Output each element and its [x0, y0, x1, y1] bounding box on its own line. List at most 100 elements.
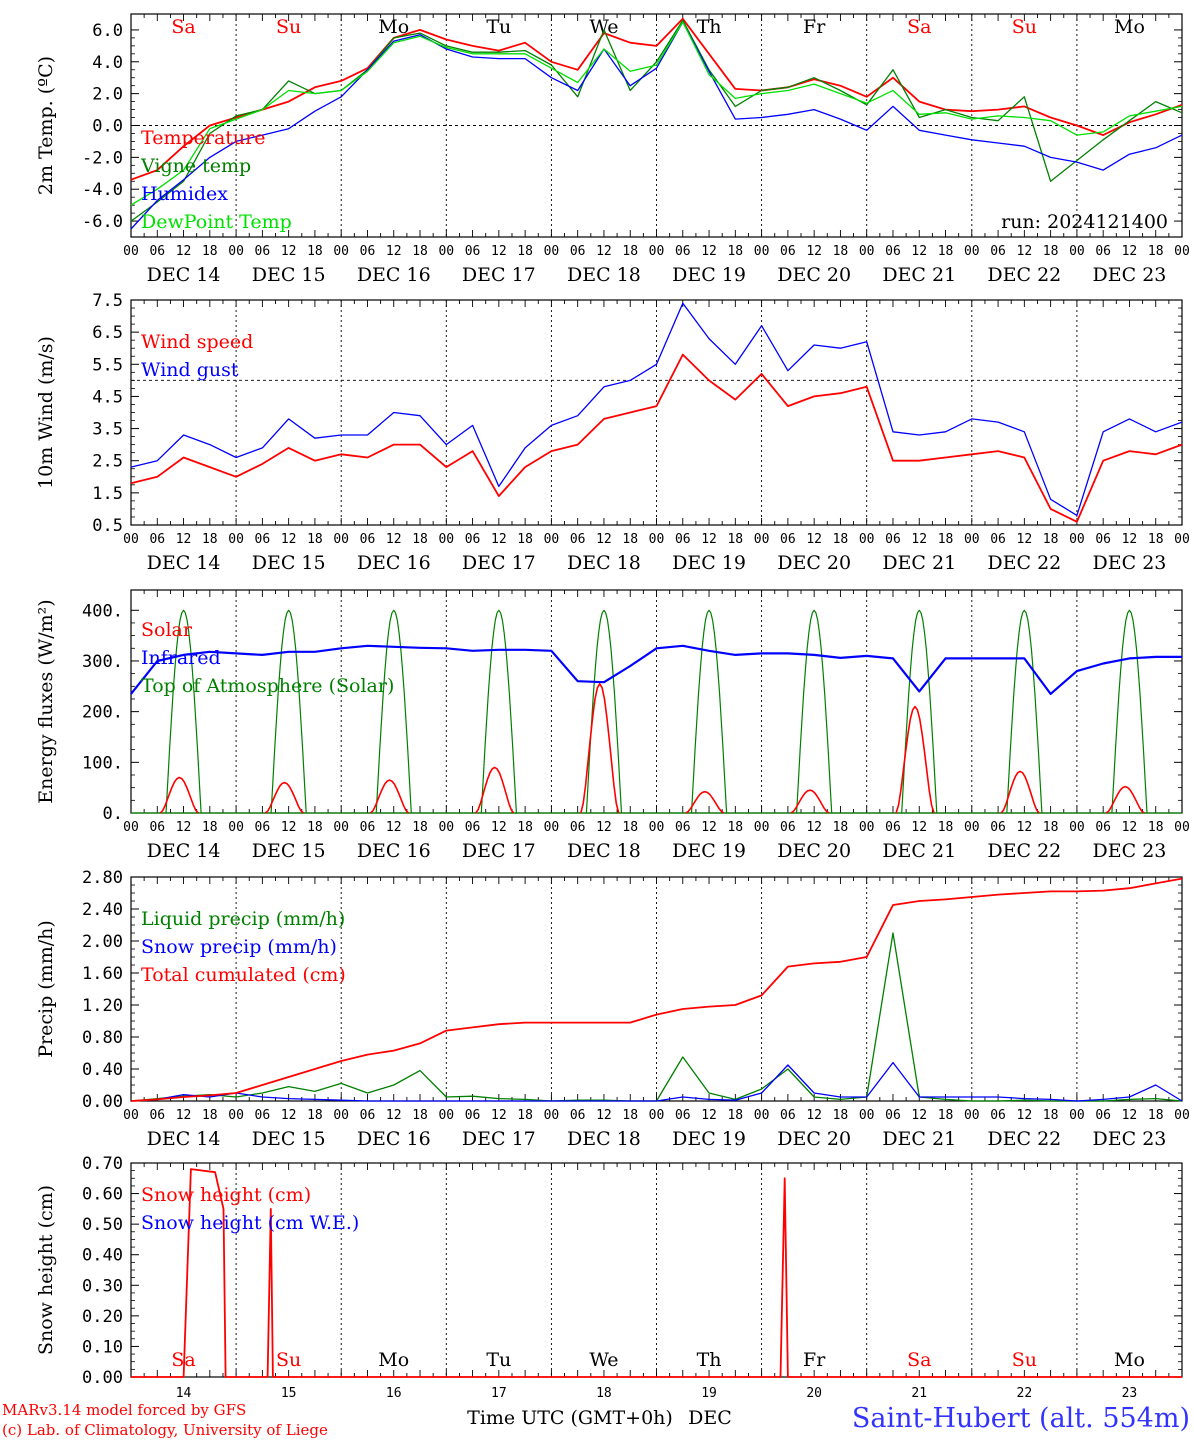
x-date-label: DEC 20: [777, 552, 851, 574]
weekday-label: Th: [697, 16, 722, 38]
y-axis-label: 10m Wind (m/s): [35, 336, 57, 489]
x-hour-label: 00: [123, 820, 139, 835]
x-date-label: DEC 21: [882, 1128, 956, 1150]
y-tick-label: 5.5: [92, 355, 123, 375]
weekday-label: Su: [1012, 16, 1037, 38]
x-hour-label: 18: [727, 1108, 743, 1123]
x-hour-label: 00: [438, 244, 454, 259]
x-hour-label: 18: [833, 820, 849, 835]
x-hour-label: 18: [412, 532, 428, 547]
x-hour-label: 00: [1069, 244, 1085, 259]
x-day-number: 14: [176, 1386, 192, 1401]
x-date-label: DEC 14: [147, 1128, 221, 1150]
x-hour-label: 06: [149, 532, 165, 547]
y-axis-label: Energy fluxes (W/m²): [35, 599, 57, 803]
x-hour-label: 12: [176, 820, 192, 835]
x-hour-label: 12: [1122, 820, 1138, 835]
legend-entry: Humidex: [141, 183, 228, 205]
x-hour-label: 18: [412, 244, 428, 259]
legend-entry: Snow precip (mm/h): [141, 936, 337, 958]
weekday-label: Su: [276, 1349, 301, 1371]
x-hour-label: 00: [1174, 820, 1190, 835]
x-hour-label: 00: [754, 532, 770, 547]
y-tick-label: 0.0: [92, 117, 123, 137]
y-tick-label: 4.5: [92, 387, 123, 407]
x-hour-label: 00: [228, 820, 244, 835]
x-hour-label: 00: [964, 244, 980, 259]
x-hour-label: 12: [806, 532, 822, 547]
x-hour-label: 12: [911, 1108, 927, 1123]
x-hour-label: 00: [1174, 532, 1190, 547]
x-hour-label: 12: [176, 1108, 192, 1123]
x-date-label: DEC 15: [252, 264, 326, 286]
x-hour-label: 12: [596, 532, 612, 547]
x-hour-label: 00: [1069, 1108, 1085, 1123]
x-date-label: DEC 22: [987, 1128, 1061, 1150]
y-tick-label: 300.: [82, 652, 123, 672]
x-hour-label: 06: [780, 532, 796, 547]
x-hour-label: 12: [1122, 532, 1138, 547]
legend-entry: Infrared: [141, 647, 221, 669]
footer-model: MARv3.14 model forced by GFS: [2, 1401, 246, 1419]
y-tick-label: 1.20: [82, 996, 123, 1016]
x-hour-label: 00: [123, 532, 139, 547]
x-hour-label: 12: [806, 820, 822, 835]
x-hour-label: 18: [727, 244, 743, 259]
x-hour-label: 12: [281, 532, 297, 547]
y-tick-label: 0.80: [82, 1028, 123, 1048]
weekday-label: Sa: [171, 16, 195, 38]
weekday-label: Mo: [1114, 16, 1145, 38]
x-hour-label: 18: [202, 244, 218, 259]
x-day-number: 17: [491, 1386, 507, 1401]
x-date-label: DEC 19: [672, 840, 746, 862]
x-date-label: DEC 19: [672, 264, 746, 286]
x-hour-label: 18: [727, 820, 743, 835]
weekday-label: Su: [276, 16, 301, 38]
x-hour-label: 18: [307, 244, 323, 259]
x-date-label: DEC 22: [987, 264, 1061, 286]
x-date-label: DEC 18: [567, 840, 641, 862]
x-hour-label: 18: [938, 244, 954, 259]
y-tick-label: -2.0: [82, 148, 123, 168]
x-hour-label: 18: [1148, 244, 1164, 259]
solar-curve: [1000, 770, 1040, 814]
y-tick-label: 6.0: [92, 21, 123, 41]
weekday-label: Mo: [378, 16, 409, 38]
x-hour-label: 06: [465, 244, 481, 259]
x-hour-label: 06: [780, 244, 796, 259]
x-hour-label: 00: [544, 532, 560, 547]
x-hour-label: 18: [938, 532, 954, 547]
y-tick-label: 1.5: [92, 484, 123, 504]
x-day-number: 23: [1122, 1386, 1138, 1401]
x-date-label: DEC 23: [1093, 264, 1167, 286]
series-line-red: [130, 877, 1183, 1102]
x-date-label: DEC 23: [1093, 840, 1167, 862]
x-hour-label: 12: [911, 244, 927, 259]
x-hour-label: 18: [622, 244, 638, 259]
x-day-number: 22: [1017, 1386, 1033, 1401]
x-hour-label: 12: [1017, 244, 1033, 259]
x-hour-label: 18: [202, 820, 218, 835]
x-date-label: DEC 14: [147, 840, 221, 862]
x-hour-label: 18: [1148, 532, 1164, 547]
x-hour-label: 00: [438, 532, 454, 547]
y-tick-label: 0.00: [82, 1368, 123, 1388]
x-axis-month: DEC: [688, 1407, 732, 1429]
solar-curve: [264, 781, 304, 814]
x-hour-label: 12: [701, 820, 717, 835]
solar-curve: [475, 766, 515, 814]
x-hour-label: 06: [780, 1108, 796, 1123]
solar-curve: [790, 789, 830, 814]
legend-entry: Liquid precip (mm/h): [141, 908, 345, 930]
x-axis-label: Time UTC (GMT+0h): [467, 1407, 673, 1429]
weekday-label: Mo: [1114, 1349, 1145, 1371]
x-hour-label: 00: [228, 1108, 244, 1123]
x-hour-label: 06: [885, 1108, 901, 1123]
y-tick-label: 0.40: [82, 1246, 123, 1266]
x-hour-label: 18: [412, 820, 428, 835]
legend-entry: Total cumulated (cm): [141, 964, 346, 986]
y-tick-label: 3.5: [92, 420, 123, 440]
toa-solar-curve: [375, 609, 412, 814]
x-hour-label: 12: [1122, 244, 1138, 259]
x-hour-label: 06: [990, 244, 1006, 259]
